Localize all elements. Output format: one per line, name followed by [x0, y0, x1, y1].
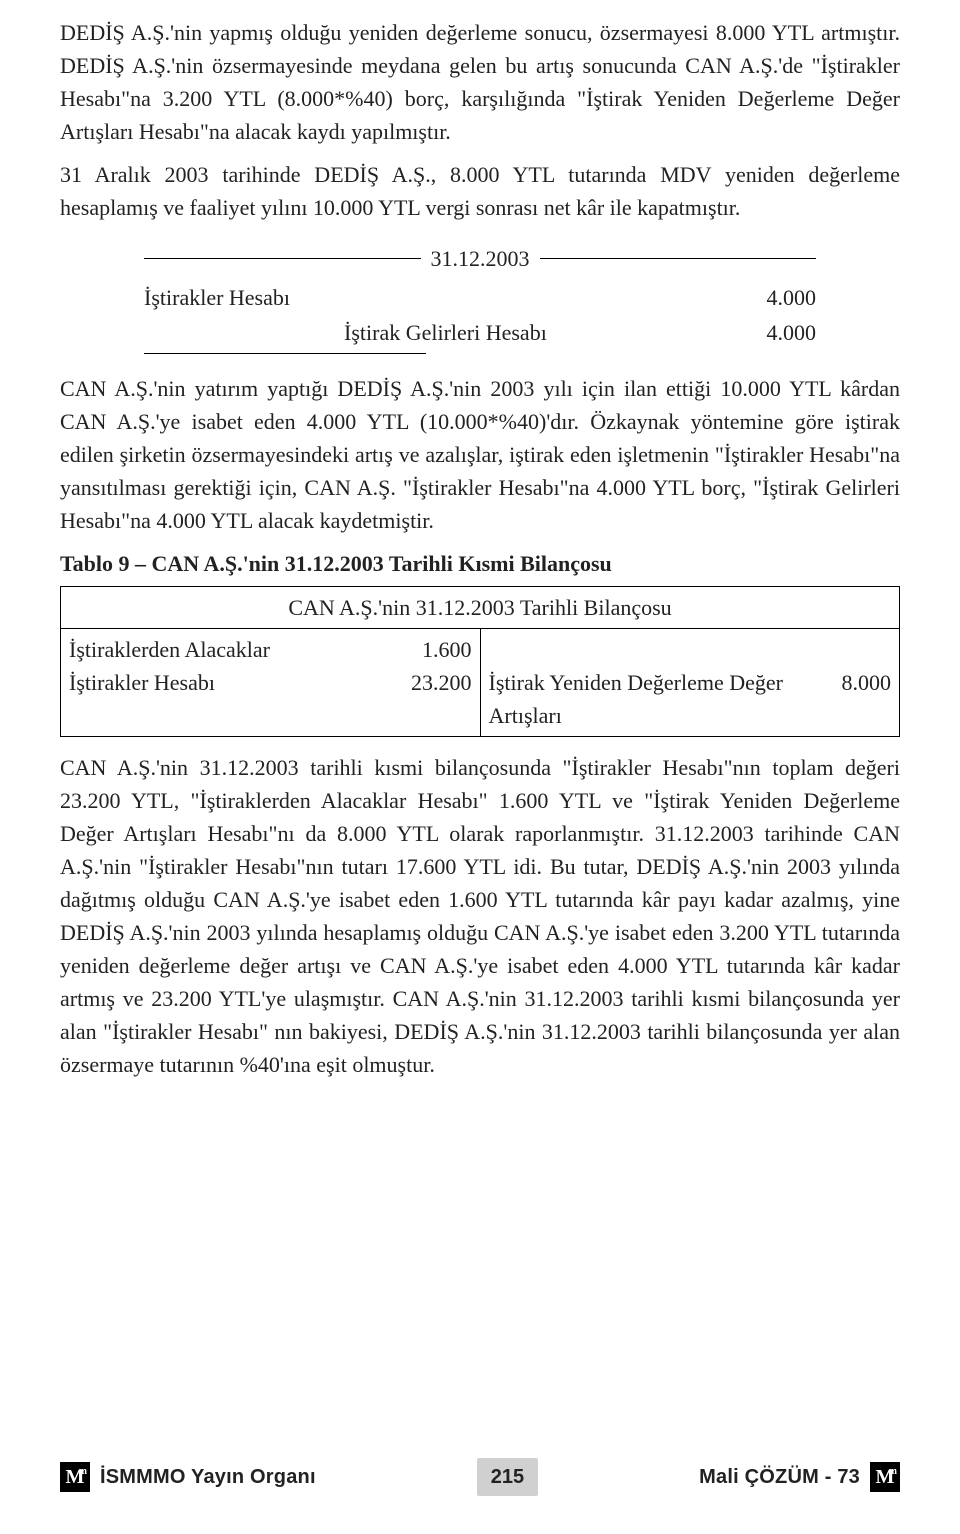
table-left-row-1: İştiraklerden Alacaklar 1.600	[69, 633, 472, 666]
table-row: İştiraklerden Alacaklar 1.600 İştirakler…	[61, 629, 900, 737]
footer-left: M m İSMMMO Yayın Organı	[60, 1462, 316, 1492]
journal-rule-right	[540, 258, 817, 259]
table-caption: CAN A.Ş.'nin 31.12.2003 Tarihli Bilanços…	[61, 587, 900, 629]
table-left-row-2: İştirakler Hesabı 23.200	[69, 666, 472, 699]
paragraph-4: CAN A.Ş.'nin 31.12.2003 tarihli kısmi bi…	[60, 751, 900, 1081]
table-left-label-2: İştirakler Hesabı	[69, 666, 215, 699]
journal-debit-amount: 4.000	[767, 281, 817, 314]
journal-date-row: 31.12.2003	[144, 242, 816, 275]
page-number: 215	[477, 1458, 538, 1496]
journal-underline	[144, 353, 426, 354]
table-title: Tablo 9 – CAN A.Ş.'nin 31.12.2003 Tarihl…	[60, 547, 900, 580]
footer-right: Mali ÇÖZÜM - 73 M m	[699, 1462, 900, 1492]
badge-sup: m	[79, 1464, 87, 1479]
table-left-value-1: 1.600	[422, 633, 472, 666]
journal-debit-line: İştirakler Hesabı 4.000	[144, 281, 816, 314]
table-caption-row: CAN A.Ş.'nin 31.12.2003 Tarihli Bilanços…	[61, 587, 900, 629]
journal-credit-line: İştirak Gelirleri Hesabı 4.000	[144, 316, 816, 349]
journal-debit-account: İştirakler Hesabı	[144, 281, 290, 314]
paragraph-1: DEDİŞ A.Ş.'nin yapmış olduğu yeniden değ…	[60, 16, 900, 148]
table-right-row: İştirak Yeniden Değerleme Değer Artışlar…	[489, 666, 892, 732]
paragraph-3: CAN A.Ş.'nin yatırım yaptığı DEDİŞ A.Ş.'…	[60, 372, 900, 537]
table-left-value-2: 23.200	[411, 666, 472, 699]
table-left-label-1: İştiraklerden Alacaklar	[69, 633, 270, 666]
table-right-value: 8.000	[842, 666, 892, 732]
publisher-badge-left: M m	[60, 1462, 90, 1492]
table-left-cell: İştiraklerden Alacaklar 1.600 İştirakler…	[61, 629, 481, 737]
publisher-badge-right: M m	[870, 1462, 900, 1492]
balance-table: CAN A.Ş.'nin 31.12.2003 Tarihli Bilanços…	[60, 586, 900, 737]
journal-entry: 31.12.2003 İştirakler Hesabı 4.000 İştir…	[144, 242, 816, 354]
journal-credit-amount: 4.000	[767, 316, 817, 349]
table-right-cell: İştirak Yeniden Değerleme Değer Artışlar…	[480, 629, 900, 737]
page-footer: M m İSMMMO Yayın Organı 215 Mali ÇÖZÜM -…	[60, 1458, 900, 1496]
footer-right-suffix: - 73	[819, 1466, 860, 1488]
table-right-label: İştirak Yeniden Değerleme Değer Artışlar…	[489, 666, 842, 732]
footer-right-prefix: Mali	[699, 1466, 739, 1488]
footer-right-label: Mali ÇÖZÜM - 73	[699, 1462, 860, 1492]
journal-date: 31.12.2003	[421, 242, 540, 275]
paragraph-2: 31 Aralık 2003 tarihinde DEDİŞ A.Ş., 8.0…	[60, 158, 900, 224]
footer-right-bold: ÇÖZÜM	[745, 1466, 819, 1488]
footer-left-label: İSMMMO Yayın Organı	[100, 1462, 316, 1492]
badge-sup-r: m	[889, 1464, 897, 1479]
journal-credit-account: İştirak Gelirleri Hesabı	[344, 316, 547, 349]
journal-rule-left	[144, 258, 421, 259]
